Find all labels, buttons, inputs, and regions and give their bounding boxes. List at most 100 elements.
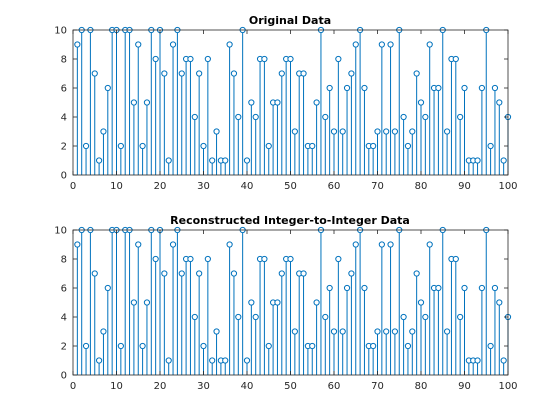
stem-marker [339, 328, 346, 335]
stem-marker [248, 299, 255, 306]
stem-marker [278, 70, 285, 77]
stem-marker [374, 328, 381, 335]
stem-marker [143, 299, 151, 306]
stem-marker [200, 142, 207, 150]
stem-marker [187, 55, 194, 63]
stem-marker [117, 142, 124, 150]
stem-marker [300, 270, 307, 277]
stem-marker [274, 299, 281, 306]
stem-marker [387, 241, 394, 248]
stem-marker [474, 357, 481, 364]
stem-marker [204, 55, 211, 63]
stem-marker [152, 255, 159, 263]
y-tick-label: 10 [54, 226, 67, 237]
stem-marker [117, 342, 124, 350]
stem-marker [187, 255, 194, 263]
stem-marker [261, 55, 268, 63]
stem-marker [487, 142, 494, 150]
stem-marker [326, 284, 333, 292]
stem-marker [274, 99, 281, 106]
stem-marker [135, 241, 142, 248]
stem-marker [178, 70, 185, 77]
stem-marker [178, 270, 185, 277]
stem-marker [330, 328, 338, 335]
stem-marker [243, 157, 251, 164]
stem-marker [452, 255, 459, 263]
stem-marker [343, 84, 351, 92]
x-tick-label: 50 [284, 181, 297, 192]
x-tick-label: 70 [371, 181, 384, 192]
stem-marker [222, 157, 229, 164]
x-tick-label: 60 [328, 181, 341, 192]
stem-marker [248, 99, 255, 106]
stem-marker [96, 357, 103, 364]
stem-marker [161, 70, 168, 77]
stem-marker [300, 70, 307, 77]
stem-marker [496, 99, 503, 106]
x-tick-label: 60 [328, 381, 341, 392]
y-tick-label: 0 [61, 371, 67, 382]
stem-marker [139, 142, 146, 150]
stem-marker [452, 55, 459, 63]
stem-marker [213, 328, 220, 335]
stem-marker [100, 128, 107, 135]
stem-marker [370, 142, 377, 150]
stem-marker [335, 255, 342, 263]
stem-marker [391, 128, 398, 135]
x-tick-label: 90 [458, 181, 471, 192]
stem-marker [230, 270, 238, 277]
x-tick-label: 80 [415, 381, 428, 392]
stem-marker [91, 70, 98, 77]
stem-marker [370, 342, 377, 350]
stem-marker [313, 299, 320, 306]
stem-marker [100, 328, 107, 335]
stem-marker [96, 157, 103, 164]
x-tick-label: 80 [415, 181, 428, 192]
stem-marker [196, 270, 203, 277]
stem-marker [104, 284, 111, 292]
stem-marker [487, 342, 494, 350]
stem-marker [348, 270, 355, 277]
x-tick-label: 100 [498, 181, 517, 192]
chart-1-title: Original Data [249, 14, 331, 27]
stem-marker [378, 241, 385, 248]
chart-2-title: Reconstructed Integer-to-Integer Data [170, 214, 410, 227]
x-tick-label: 30 [197, 381, 210, 392]
stem-marker [139, 342, 146, 350]
y-tick-label: 2 [61, 142, 67, 153]
x-tick-label: 90 [458, 381, 471, 392]
stem-marker [135, 41, 142, 48]
y-tick-label: 4 [61, 313, 67, 324]
stem-marker [165, 157, 172, 164]
y-tick-label: 0 [61, 171, 67, 182]
stem-marker [222, 357, 229, 364]
stem-marker [74, 241, 81, 248]
x-tick-label: 20 [154, 181, 167, 192]
stem-marker [457, 113, 464, 121]
stem-marker [409, 128, 416, 135]
stem-marker [278, 270, 285, 277]
stem-marker [378, 41, 385, 48]
stem-marker [343, 284, 351, 292]
stem-marker [265, 342, 272, 350]
y-tick-label: 8 [61, 55, 67, 66]
stem-marker [226, 41, 233, 48]
x-tick-label: 30 [197, 181, 210, 192]
stem-marker [261, 255, 268, 263]
stem-marker [500, 157, 507, 164]
stem-marker [457, 313, 464, 321]
stem-marker [309, 142, 316, 150]
stem-marker [169, 241, 177, 248]
y-tick-label: 6 [61, 84, 67, 95]
stem-marker [322, 313, 329, 321]
stem-marker [391, 328, 398, 335]
stem-marker [265, 142, 272, 150]
stem-marker [287, 255, 294, 263]
stem-marker [243, 357, 251, 364]
chart-1: 0 10 20 30 40 50 60 70 80 90 100 0 2 4 6 8 10 [54, 26, 517, 193]
stem-marker [400, 113, 407, 121]
stem-marker [478, 284, 485, 292]
stem-marker [130, 299, 137, 306]
x-tick-label: 10 [110, 181, 123, 192]
